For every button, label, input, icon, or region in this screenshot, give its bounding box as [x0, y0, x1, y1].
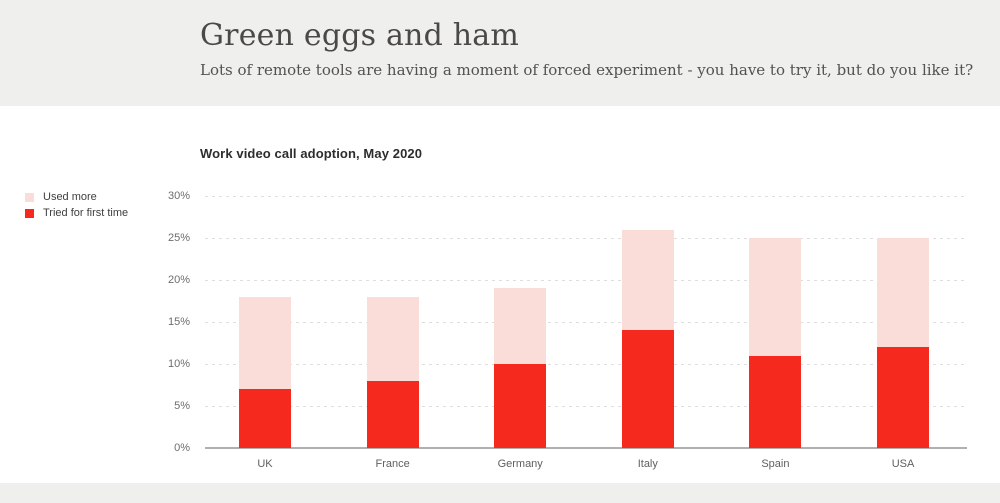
legend: Used more Tried for first time — [25, 191, 128, 223]
x-tick-label-france: France — [375, 458, 410, 470]
footer-band — [0, 483, 1000, 503]
y-tick-label: 30% — [167, 190, 190, 202]
y-tick-label: 15% — [167, 316, 190, 328]
gridline — [205, 406, 967, 407]
legend-label: Used more — [43, 191, 97, 203]
bar-segment-used-more-spain — [749, 238, 802, 356]
bar-segment-used-more-uk — [239, 296, 291, 390]
x-axis-line — [205, 447, 967, 449]
bar-segment-tried-first-time-usa — [877, 347, 929, 448]
page-subtitle: Lots of remote tools are having a moment… — [200, 61, 974, 79]
y-tick-label: 20% — [167, 274, 190, 286]
y-tick-label: 0% — [174, 442, 190, 454]
legend-swatch-used-more — [25, 192, 34, 202]
page-title: Green eggs and ham — [200, 18, 519, 53]
legend-swatch-tried-first-time — [25, 208, 34, 218]
x-tick-label-italy: Italy — [637, 458, 658, 470]
bar-segment-tried-first-time-spain — [749, 355, 802, 448]
legend-item-tried-first-time: Tried for first time — [25, 207, 128, 219]
gridline — [205, 364, 967, 365]
bar-segment-used-more-france — [366, 296, 419, 381]
bar-segment-tried-first-time-france — [366, 380, 419, 448]
gridline — [205, 238, 967, 239]
gridline — [205, 280, 967, 281]
chart-canvas: 0% 5% 10% 15% 20% 25% 30% UK France Germany Italy S… — [0, 190, 1000, 486]
x-tick-label-spain: Spain — [761, 458, 790, 470]
y-tick-label: 10% — [167, 358, 190, 370]
gridline — [205, 196, 967, 197]
chart-title: Work video call adoption, May 2020 — [200, 146, 423, 161]
x-tick-label-usa: USA — [891, 458, 915, 470]
header-band: Green eggs and ham Lots of remote tools … — [0, 0, 1000, 106]
y-tick-label: 5% — [174, 400, 190, 412]
bar-segment-used-more-germany — [494, 288, 547, 364]
x-tick-label-uk: UK — [257, 458, 273, 470]
bar-segment-tried-first-time-italy — [621, 330, 674, 448]
bar-segment-used-more-usa — [877, 238, 929, 348]
gridline — [205, 322, 967, 323]
legend-label: Tried for first time — [43, 207, 129, 219]
bar-segment-tried-first-time-uk — [239, 389, 291, 448]
bar-segment-tried-first-time-germany — [494, 364, 547, 448]
bar-segment-used-more-italy — [621, 229, 674, 331]
y-tick-label: 25% — [167, 232, 190, 244]
plot-area — [205, 196, 967, 449]
legend-item-used-more: Used more — [25, 191, 128, 203]
x-tick-label-germany: Germany — [497, 458, 543, 470]
